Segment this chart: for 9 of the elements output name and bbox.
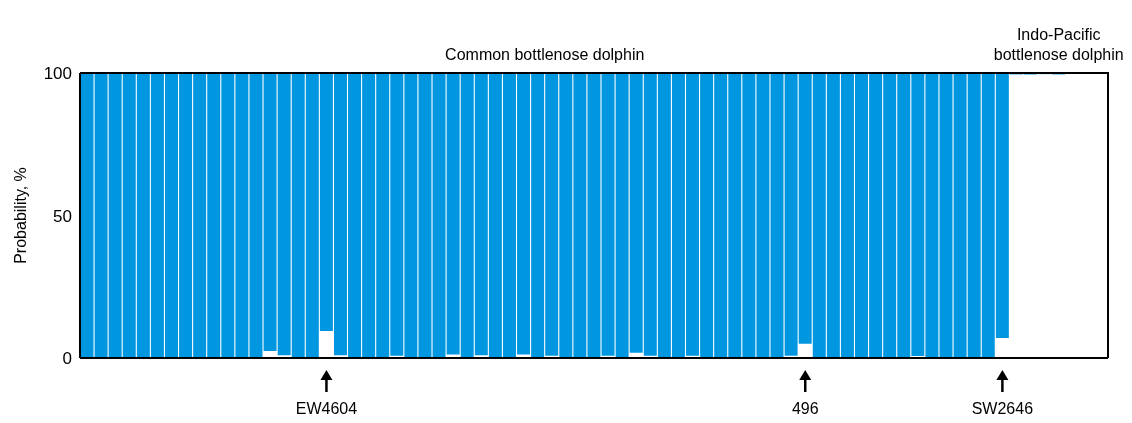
y-tick-label: 50 bbox=[53, 206, 72, 226]
y-axis-title: Probability, % bbox=[11, 167, 29, 264]
x-tick-label: 496 bbox=[791, 400, 819, 417]
y-tick-label: 0 bbox=[62, 349, 72, 369]
x-tick-label: SW2646 bbox=[971, 400, 1034, 417]
text: Common bottlenose dolphin bbox=[445, 46, 645, 63]
x-tick-label: EW4604 bbox=[295, 400, 358, 417]
y-tick-label: 100 bbox=[43, 64, 72, 84]
text: Indo-Pacific bottlenose dolphin bbox=[992, 25, 1125, 65]
